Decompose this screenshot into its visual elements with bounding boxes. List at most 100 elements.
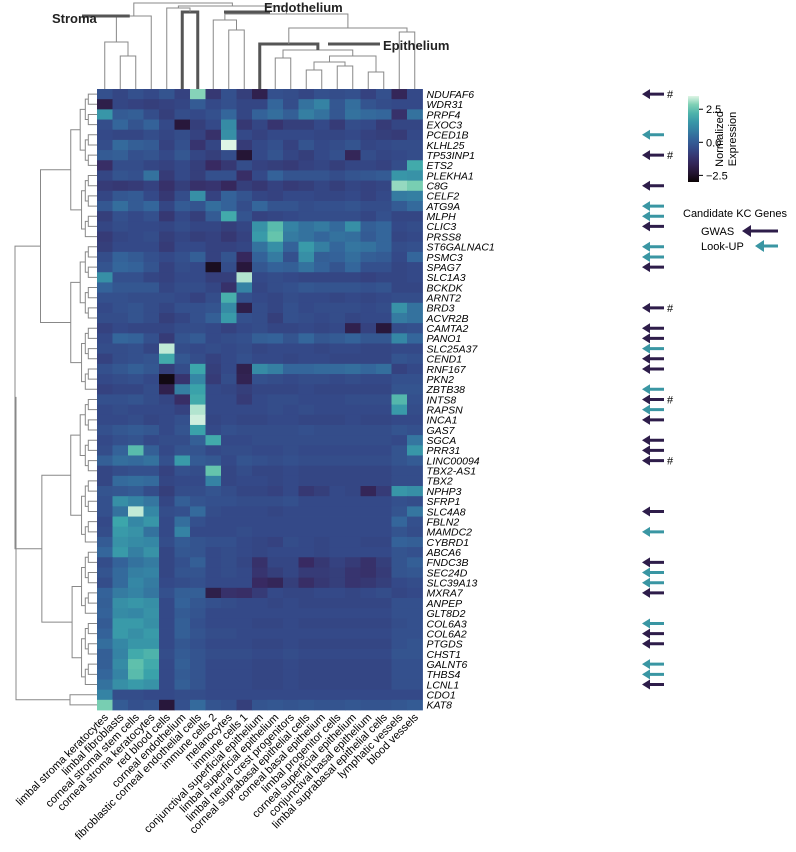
heatmap-cell bbox=[174, 506, 191, 517]
heatmap-cell bbox=[252, 251, 268, 263]
heatmap-cell bbox=[128, 699, 144, 711]
lookup-arrow-icon bbox=[642, 241, 664, 252]
heatmap-cell bbox=[298, 262, 315, 273]
heatmap-cell bbox=[143, 99, 160, 110]
heatmap-cell bbox=[190, 211, 206, 222]
heatmap-cell bbox=[174, 139, 191, 151]
heatmap-cell bbox=[314, 89, 330, 100]
heatmap-cell bbox=[190, 435, 206, 446]
heatmap-cell bbox=[376, 587, 392, 599]
heatmap-cell bbox=[236, 129, 253, 141]
heatmap-cell bbox=[376, 414, 392, 426]
heatmap-cell bbox=[205, 282, 222, 293]
heatmap-cell bbox=[174, 547, 191, 558]
heatmap-cell bbox=[391, 435, 408, 446]
heatmap-cell bbox=[205, 648, 222, 660]
heatmap-cell bbox=[407, 211, 423, 222]
heatmap-cell bbox=[345, 445, 361, 456]
heatmap-cell bbox=[128, 241, 144, 253]
heatmap-cell bbox=[252, 262, 268, 273]
dendrogram-link bbox=[81, 343, 86, 383]
dendrogram-link bbox=[180, 10, 200, 89]
heatmap-cell bbox=[314, 180, 330, 192]
heatmap-cell bbox=[345, 486, 361, 497]
heatmap-cell bbox=[205, 231, 222, 243]
heatmap-cell bbox=[298, 384, 315, 395]
heatmap-cell bbox=[128, 139, 144, 151]
gene-label: PRPF4 bbox=[427, 109, 461, 121]
heatmap-cell bbox=[407, 587, 423, 599]
heatmap-cell bbox=[376, 190, 392, 202]
dendrogram-link bbox=[81, 566, 86, 607]
heatmap-cell bbox=[407, 557, 423, 568]
gene-label: WDR31 bbox=[427, 99, 464, 111]
heatmap-cell bbox=[252, 150, 268, 161]
heatmap-cell bbox=[391, 200, 408, 212]
heatmap-cell bbox=[267, 587, 284, 599]
heatmap-cell bbox=[252, 506, 268, 517]
heatmap-cell bbox=[97, 669, 113, 680]
heatmap-cell bbox=[128, 455, 144, 467]
heatmap-cell bbox=[205, 170, 222, 182]
heatmap-cell bbox=[267, 598, 284, 609]
heatmap-cell bbox=[190, 475, 206, 487]
heatmap-cell bbox=[345, 547, 361, 558]
heatmap-cell bbox=[174, 465, 191, 477]
heatmap-cell bbox=[190, 251, 206, 263]
heatmap-cell bbox=[159, 384, 175, 395]
heatmap-cell bbox=[159, 587, 175, 599]
heatmap-cell bbox=[190, 587, 206, 599]
heatmap-cell bbox=[128, 200, 144, 212]
heatmap-cell bbox=[159, 526, 175, 538]
dendrogram-link bbox=[84, 373, 97, 390]
heatmap-cell bbox=[128, 638, 144, 650]
heatmap-cell bbox=[376, 109, 392, 120]
heatmap-cell bbox=[376, 465, 392, 477]
heatmap-cell bbox=[298, 302, 315, 314]
heatmap-cell bbox=[190, 394, 206, 405]
heatmap-cell bbox=[345, 139, 361, 151]
heatmap-cell bbox=[267, 679, 284, 691]
heatmap-cell bbox=[376, 547, 392, 558]
heatmap-cell bbox=[221, 251, 237, 263]
heatmap-cell bbox=[283, 608, 299, 619]
heatmap-cell bbox=[314, 272, 330, 283]
gwas-arrow-icon bbox=[642, 679, 664, 690]
heatmap-cell bbox=[221, 598, 237, 609]
heatmap-cell bbox=[283, 150, 299, 161]
heatmap-cell bbox=[112, 577, 129, 589]
heatmap-cell bbox=[252, 628, 268, 640]
heatmap-cell bbox=[112, 251, 129, 263]
heatmap-cell bbox=[360, 170, 377, 182]
legend-label-gwas: GWAS bbox=[701, 226, 734, 238]
heatmap-cell bbox=[298, 669, 315, 680]
dendrogram-link bbox=[87, 480, 97, 492]
gwas-arrow-icon bbox=[642, 557, 664, 568]
heatmap-cell bbox=[236, 608, 253, 619]
heatmap-cell bbox=[236, 384, 253, 395]
heatmap-cell bbox=[159, 312, 175, 324]
heatmap-cell bbox=[407, 129, 423, 141]
heatmap-cell bbox=[391, 343, 408, 355]
dendrogram-link bbox=[79, 261, 86, 304]
heatmap-cell bbox=[283, 547, 299, 558]
heatmap-cell bbox=[174, 272, 191, 283]
gene-label: PTGDS bbox=[427, 639, 463, 651]
lookup-arrow-icon bbox=[642, 404, 664, 415]
heatmap-cell bbox=[112, 516, 129, 528]
heatmap-cell bbox=[143, 475, 160, 487]
heatmap-cell bbox=[97, 557, 113, 568]
heatmap-cell bbox=[267, 638, 284, 650]
heatmap-cell bbox=[314, 424, 330, 436]
heatmap-cell bbox=[205, 435, 222, 446]
dendrogram-link bbox=[119, 55, 137, 89]
heatmap-cell bbox=[407, 323, 423, 334]
heatmap-cell bbox=[283, 506, 299, 517]
gene-label: GLT8D2 bbox=[427, 608, 466, 620]
heatmap-cell bbox=[345, 129, 361, 141]
heatmap-cell bbox=[97, 231, 113, 243]
heatmap-cell bbox=[236, 363, 253, 375]
heatmap-cell bbox=[407, 465, 423, 477]
gene-label: PSMC3 bbox=[427, 252, 463, 264]
heatmap-cell bbox=[159, 323, 175, 334]
